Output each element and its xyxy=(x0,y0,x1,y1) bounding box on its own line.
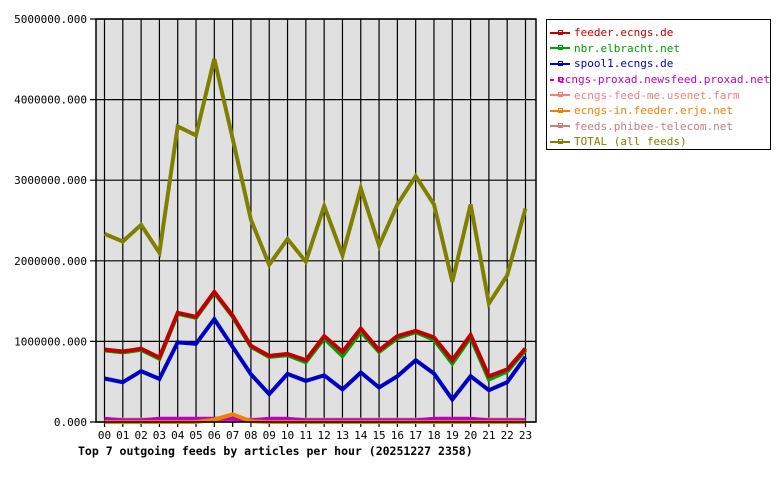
legend-item: feeder.ecngs.de xyxy=(547,25,770,41)
legend-label: ecngs-proxad.newsfeed.proxad.net xyxy=(558,73,770,87)
x-tick-label: 22 xyxy=(501,429,514,442)
legend-label: feeds.phibee-telecom.net xyxy=(574,119,733,133)
legend-line-icon xyxy=(550,138,570,144)
x-tick-label: 21 xyxy=(482,429,495,442)
legend-label: feeder.ecngs.de xyxy=(574,26,674,40)
x-tick-label: 10 xyxy=(281,429,294,442)
legend-line-icon xyxy=(550,45,570,51)
legend-item: feeds.phibee-telecom.net xyxy=(547,119,770,135)
y-tick-label: 3000000.000 xyxy=(14,174,87,187)
x-tick-label: 03 xyxy=(153,429,166,442)
x-axis-labels: 00 01 02 03 04 05 06 07 08 09 10 11 12 13 14 15 16 17 18 19… xyxy=(98,429,532,442)
legend-item: TOTAL (all feeds) xyxy=(547,134,770,150)
x-tick-label: 11 xyxy=(299,429,312,442)
x-tick-label: 15 xyxy=(372,429,385,442)
x-tick-label: 12 xyxy=(318,429,331,442)
x-tick-label: 17 xyxy=(409,429,422,442)
legend-label: TOTAL (all feeds) xyxy=(574,135,687,149)
legend-line-icon xyxy=(550,29,570,35)
x-tick-label: 14 xyxy=(354,429,368,442)
chart-legend: feeder.ecngs.de nbr.elbracht.net spool1.… xyxy=(546,19,771,150)
x-tick-label: 19 xyxy=(446,429,459,442)
legend-item: ecngs-feed-me.usenet.farm xyxy=(547,87,770,103)
y-tick-label: 5000000.000 xyxy=(14,13,87,26)
x-tick-label: 01 xyxy=(116,429,129,442)
legend-item: ecngs-in.feeder.erje.net xyxy=(547,103,770,119)
x-tick-label: 20 xyxy=(464,429,477,442)
legend-line-icon xyxy=(550,76,564,82)
y-tick-label: 1000000.000 xyxy=(14,335,87,348)
x-tick-label: 08 xyxy=(244,429,257,442)
series-line xyxy=(104,315,528,403)
series-line xyxy=(104,288,528,379)
legend-item: nbr.elbracht.net xyxy=(547,41,770,57)
legend-label: nbr.elbracht.net xyxy=(574,41,680,55)
series-line xyxy=(103,58,528,309)
x-tick-label: 06 xyxy=(208,429,221,442)
legend-label: spool1.ecngs.de xyxy=(574,57,674,71)
x-tick-label: 09 xyxy=(263,429,276,442)
x-tick-label: 02 xyxy=(134,429,147,442)
x-tick-label: 04 xyxy=(171,429,185,442)
legend-line-icon xyxy=(550,60,570,66)
x-tick-label: 18 xyxy=(427,429,440,442)
x-tick-label: 07 xyxy=(226,429,239,442)
x-tick-label: 23 xyxy=(519,429,532,442)
y-axis-labels: 0.000 1000000.000 2000000.000 3000000.000 40… xyxy=(14,13,87,429)
legend-item: ecngs-proxad.newsfeed.proxad.net xyxy=(547,72,770,88)
y-tick-label: 4000000.000 xyxy=(14,94,87,107)
legend-label: ecngs-in.feeder.erje.net xyxy=(574,104,733,118)
legend-label: ecngs-feed-me.usenet.farm xyxy=(574,88,740,102)
y-tick-label: 2000000.000 xyxy=(14,255,87,268)
plot-frame xyxy=(95,18,537,423)
x-tick-label: 13 xyxy=(336,429,349,442)
y-tick-label: 0.000 xyxy=(54,416,87,429)
legend-item: spool1.ecngs.de xyxy=(547,56,770,72)
chart-title: Top 7 outgoing feeds by articles per hou… xyxy=(78,444,473,458)
x-tick-label: 05 xyxy=(189,429,202,442)
x-tick-label: 00 xyxy=(98,429,111,442)
legend-line-icon xyxy=(550,107,570,113)
legend-line-icon xyxy=(550,92,570,98)
x-tick-label: 16 xyxy=(391,429,404,442)
legend-line-icon xyxy=(550,123,570,129)
